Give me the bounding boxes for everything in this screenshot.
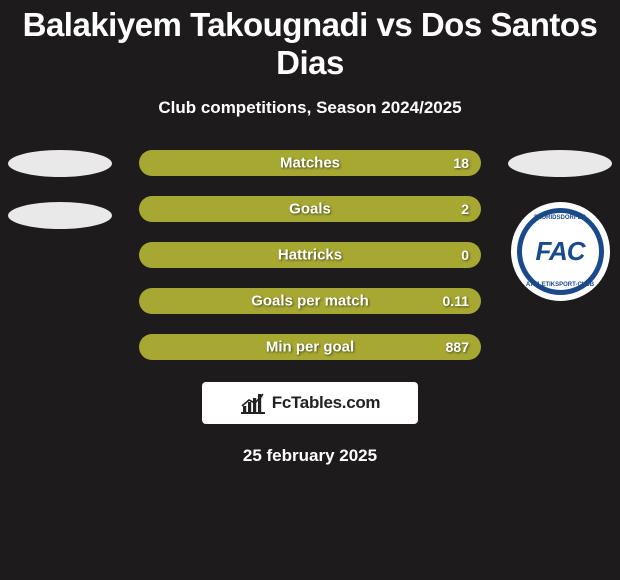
subtitle: Club competitions, Season 2024/2025 [0,98,620,118]
stat-value-right: 0.11 [443,293,469,309]
right-player-col: FLORIDSDORFER FAC ATHLETIKSPORT-CLUB [500,150,620,301]
stat-bar-mpg: Min per goal 887 [139,334,481,360]
stat-bars: Matches 18 Goals 2 Hattricks 0 Goals per… [139,150,481,360]
stat-label: Hattricks [278,247,342,264]
stat-bar-goals: Goals 2 [139,196,481,222]
stat-label: Goals per match [251,293,369,310]
stat-bar-hattricks: Hattricks 0 [139,242,481,268]
left-player-col [0,150,120,254]
stat-label: Matches [280,155,340,172]
stat-value-right: 18 [453,155,469,171]
brand-text: FcTables.com [272,393,381,413]
date-text: 25 february 2025 [0,446,620,466]
avatar-placeholder [8,150,112,177]
brand-box: FcTables.com [202,382,418,424]
infographic-root: Balakiyem Takougnadi vs Dos Santos Dias … [0,0,620,580]
page-title: Balakiyem Takougnadi vs Dos Santos Dias [0,0,620,82]
brand-chart-icon [240,392,266,414]
stat-bar-matches: Matches 18 [139,150,481,176]
badge-arc-bottom: ATHLETIKSPORT-CLUB [526,282,594,288]
stat-value-right: 0 [461,247,469,263]
avatar-placeholder [8,202,112,229]
badge-arc-top: FLORIDSDORFER [534,215,586,221]
comparison-board: FLORIDSDORFER FAC ATHLETIKSPORT-CLUB Mat… [0,150,620,360]
stat-label: Goals [289,201,331,218]
stat-bar-gpm: Goals per match 0.11 [139,288,481,314]
stat-value-right: 2 [461,201,469,217]
stat-label: Min per goal [266,339,354,356]
club-badge: FLORIDSDORFER FAC ATHLETIKSPORT-CLUB [511,202,610,301]
avatar-placeholder [508,150,612,177]
stat-value-right: 887 [446,339,469,355]
